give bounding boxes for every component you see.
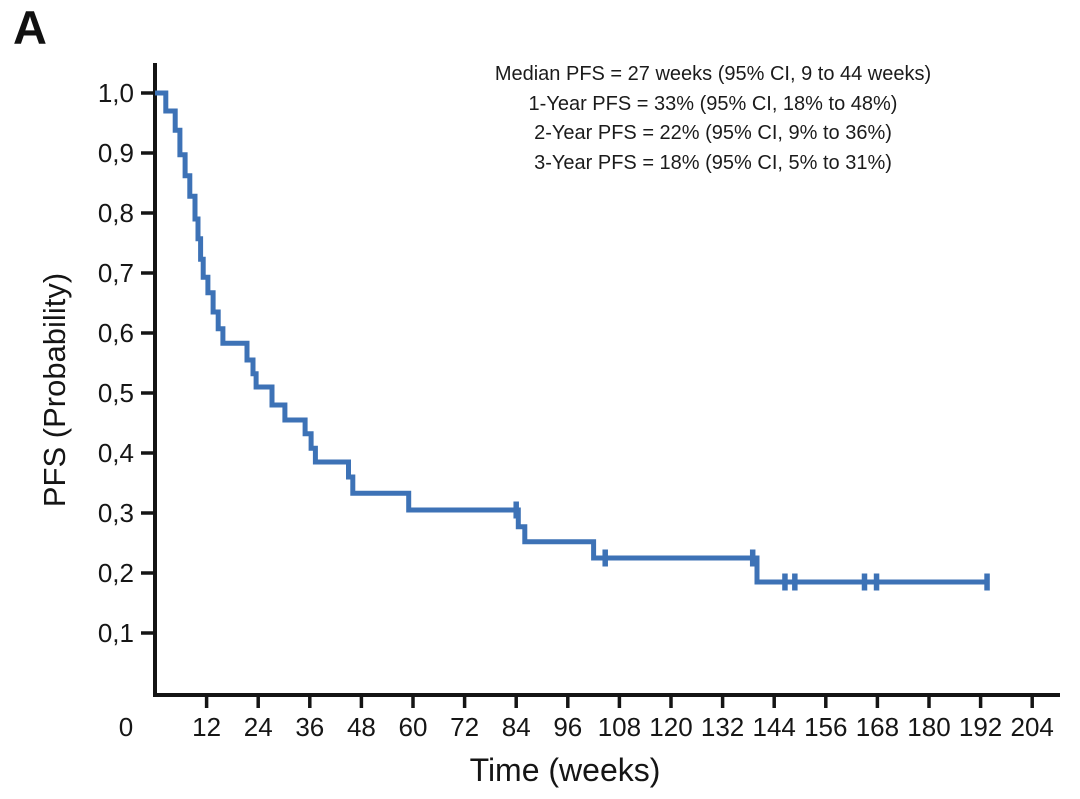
panel-label: A — [13, 1, 47, 54]
y-tick-label: 1,0 — [98, 78, 134, 108]
y-axis-title: PFS (Probability) — [37, 272, 72, 508]
x-tick-label: 96 — [553, 712, 582, 742]
annotation-line-2year: 2-Year PFS = 22% (95% CI, 9% to 36%) — [534, 122, 892, 144]
x-tick-label: 120 — [649, 712, 692, 742]
y-tick-labels: 0,1 0,2 0,3 0,4 0,5 0,6 0,7 0,8 0,9 1,0 — [98, 78, 155, 648]
y-tick-label: 0,1 — [98, 618, 134, 648]
annotation-line-1year: 1-Year PFS = 33% (95% CI, 18% to 48%) — [528, 92, 898, 115]
x-tick-label: 192 — [959, 712, 1002, 742]
x-tick-label: 84 — [502, 712, 531, 742]
x-tick-label: 12 — [192, 712, 221, 742]
x-tick-label: 24 — [244, 712, 273, 742]
x-tick-label: 60 — [399, 712, 428, 742]
y-tick-label: 0,4 — [98, 438, 134, 468]
x-tick-label: 180 — [907, 712, 950, 742]
x-tick-label: 48 — [347, 712, 376, 742]
x-tick-label: 144 — [753, 712, 796, 742]
x-tick-label: 36 — [295, 712, 324, 742]
annotation-line-median: Median PFS = 27 weeks (95% CI, 9 to 44 w… — [494, 63, 932, 85]
x-tick-labels: 0 12 24 36 48 60 72 84 96 108 120 132 144 156 168 180 19… — [119, 695, 1054, 742]
x-tick-label: 168 — [856, 712, 899, 742]
y-tick-label: 0,9 — [98, 138, 134, 168]
y-tick-label: 0,7 — [98, 258, 134, 288]
pfs-step-curve — [155, 90, 990, 585]
censor-marks — [513, 501, 990, 591]
stats-annotation: Median PFS = 27 weeks (95% CI, 9 to 44 w… — [413, 60, 1013, 178]
x-tick-label: 132 — [701, 712, 744, 742]
y-tick-label: 0,8 — [98, 198, 134, 228]
y-tick-label: 0,5 — [98, 378, 134, 408]
y-tick-label: 0,6 — [98, 318, 134, 348]
axes — [153, 63, 1060, 697]
y-tick-label: 0,3 — [98, 498, 134, 528]
x-axis-title: Time (weeks) — [469, 752, 661, 788]
x-tick-label: 72 — [450, 712, 479, 742]
x-tick-label: 0 — [119, 712, 133, 742]
y-tick-label: 0,2 — [98, 558, 134, 588]
x-tick-label: 156 — [804, 712, 847, 742]
x-tick-label: 108 — [598, 712, 641, 742]
x-tick-label: 204 — [1011, 712, 1054, 742]
annotation-line-3year: 3-Year PFS = 18% (95% CI, 5% to 31%) — [534, 151, 892, 174]
